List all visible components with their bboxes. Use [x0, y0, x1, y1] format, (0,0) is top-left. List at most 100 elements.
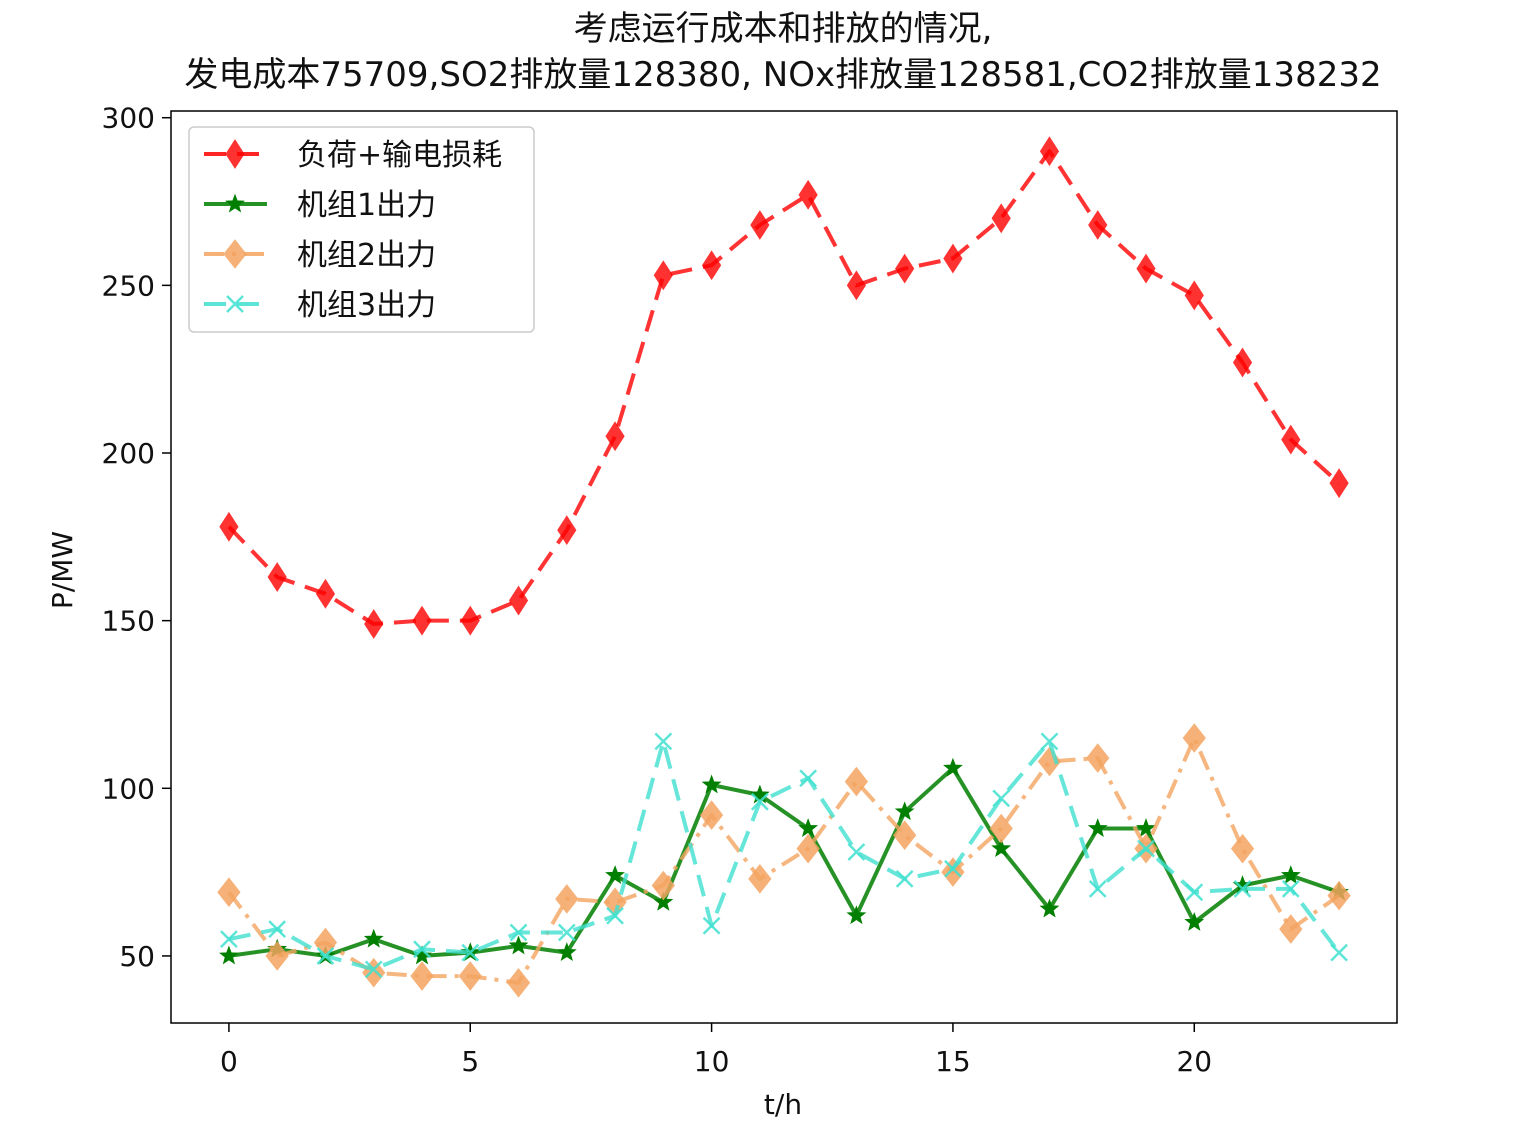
y-tick-label-150: 150 [102, 605, 155, 638]
series-4-point-1 [268, 920, 287, 939]
series-3-line [227, 736, 1341, 985]
series-2-point-13 [846, 905, 867, 925]
legend-item-3: 机组2出力 [204, 238, 436, 273]
series-2-point-11 [749, 784, 770, 804]
series-1-point-11 [750, 210, 770, 240]
series-4 [220, 732, 1348, 979]
series-1-point-6 [508, 585, 529, 616]
series-4-point-19 [1137, 839, 1155, 858]
series-3-point-20 [1182, 723, 1206, 753]
series-3-point-13 [844, 766, 869, 797]
series-1-point-15 [943, 243, 963, 274]
y-tick-label-250: 250 [102, 269, 155, 302]
x-tick-label-15: 15 [935, 1045, 971, 1078]
series-2-point-7 [556, 942, 577, 962]
series-1-point-9 [653, 260, 673, 291]
series-4-point-12 [799, 769, 818, 788]
series-2-point-14 [894, 801, 915, 821]
legend-label-4: 机组3出力 [297, 288, 436, 323]
series-1-point-22 [1281, 424, 1301, 455]
series-2-point-6 [508, 935, 529, 955]
series-1-point-21 [1232, 347, 1253, 378]
series-3 [217, 723, 1351, 998]
series-1-point-10 [702, 250, 722, 281]
series-4-point-14 [895, 869, 914, 888]
x-tick-label-20: 20 [1176, 1045, 1212, 1078]
legend-box [188, 126, 535, 333]
series-3-point-9 [651, 870, 675, 901]
series-4-point-2 [316, 947, 335, 965]
series-3-point-4 [410, 961, 434, 991]
series-4-point-15 [944, 859, 962, 878]
series-3-point-5 [458, 961, 482, 991]
series-2-point-22 [1280, 865, 1301, 884]
series-1-point-13 [846, 270, 866, 301]
series-1-point-16 [991, 203, 1011, 234]
series-4-point-18 [1088, 879, 1107, 898]
y-tick-label-200: 200 [102, 437, 155, 470]
series-4-point-9 [654, 732, 673, 751]
legend-item-4: 机组3出力 [204, 288, 436, 323]
series-2-point-16 [991, 838, 1012, 858]
series-3-point-16 [989, 813, 1013, 844]
chart-title: 考虑运行成本和排放的情况, 发电成本75709,SO2排放量128380, NO… [184, 9, 1381, 95]
series-2-point-20 [1184, 911, 1205, 931]
legend-label-2: 机组1出力 [297, 188, 436, 223]
series-2-point-12 [798, 818, 819, 837]
y-axis-label: P/MW [46, 531, 79, 609]
series-3-point-7 [555, 884, 579, 914]
series-4-line [228, 739, 1341, 972]
legend-item-1: 负荷+输电损耗 [204, 138, 502, 173]
series-4-point-0 [220, 930, 238, 949]
series-4-point-20 [1185, 883, 1204, 902]
series-1-point-23 [1329, 468, 1349, 499]
series-2-point-10 [701, 774, 722, 794]
series-2-point-9 [653, 891, 674, 911]
x-axis-label: t/h [764, 1088, 802, 1121]
series-1-point-4 [412, 605, 432, 636]
series-1-point-8 [605, 421, 625, 452]
series-1-point-5 [460, 605, 480, 636]
series-4-point-17 [1040, 732, 1059, 751]
series-2-point-19 [1136, 818, 1156, 837]
series-1-point-3 [364, 609, 384, 639]
series-1-point-7 [557, 515, 577, 546]
series-1-point-12 [798, 179, 818, 210]
chart-title-line-1: 考虑运行成本和排放的情况, [574, 9, 993, 49]
series-4-point-13 [847, 843, 866, 861]
y-tick-label-100: 100 [102, 772, 155, 805]
series-3-point-15 [941, 857, 965, 887]
series-4-point-4 [413, 940, 431, 959]
plot-frame [170, 110, 1398, 1024]
legend-item-2: 机组1出力 [204, 188, 436, 223]
series-1-point-1 [267, 562, 287, 592]
series-1-point-2 [315, 578, 336, 609]
plot-area [217, 136, 1351, 998]
y-tick-label-300: 300 [102, 102, 155, 135]
x-tick-label-10: 10 [694, 1045, 730, 1078]
series-1 [219, 136, 1349, 639]
series-1-point-18 [1088, 210, 1108, 240]
series-3-point-12 [796, 833, 820, 864]
legend-swatch-marker-4 [226, 295, 244, 313]
legend-swatch-marker-2 [225, 193, 245, 213]
series-2-point-3 [363, 928, 384, 948]
series-3-point-11 [748, 864, 772, 894]
series-4-point-8 [606, 906, 624, 925]
series-4-point-3 [364, 960, 383, 979]
series-4-point-21 [1233, 879, 1252, 898]
series-3-point-23 [1327, 880, 1351, 911]
series-1-point-19 [1136, 253, 1156, 284]
series-4-point-6 [509, 923, 528, 942]
series-3-point-22 [1279, 914, 1303, 944]
series-1-point-14 [895, 253, 915, 284]
chart-title-line-2: 发电成本75709,SO2排放量128380, NOx排放量128581,CO2… [184, 55, 1381, 95]
series-1-point-17 [1039, 136, 1060, 167]
series-4-point-7 [557, 923, 576, 942]
series-2-point-0 [219, 945, 239, 965]
series-3-point-10 [699, 800, 724, 830]
series-2-point-15 [943, 757, 963, 777]
series-2-point-18 [1087, 818, 1108, 837]
